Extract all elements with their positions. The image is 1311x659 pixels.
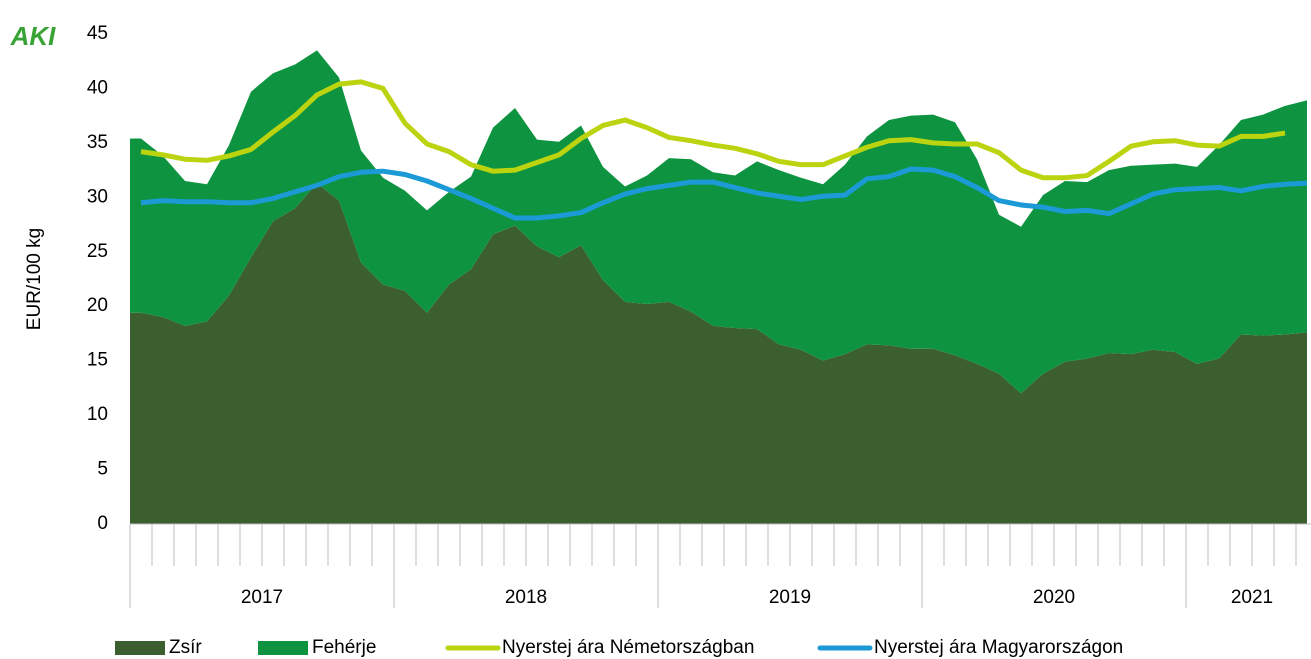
x-group-label: 2020 bbox=[1033, 587, 1075, 608]
y-tick-label: 35 bbox=[87, 132, 108, 153]
x-group-label: 2021 bbox=[1231, 587, 1273, 608]
y-tick-label: 5 bbox=[97, 459, 108, 480]
y-tick-label: 15 bbox=[87, 350, 108, 371]
y-tick-label: 25 bbox=[87, 241, 108, 262]
y-tick-label: 20 bbox=[87, 295, 108, 316]
legend-swatch bbox=[115, 641, 165, 655]
y-axis-label: EUR/100 kg bbox=[24, 228, 45, 330]
logo: AKI bbox=[10, 21, 57, 51]
area bbox=[141, 183, 1307, 524]
y-tick-label: 30 bbox=[87, 186, 108, 207]
line bbox=[140, 79, 1286, 181]
x-group-label: 2019 bbox=[769, 587, 811, 608]
y-tick-label: 45 bbox=[87, 23, 108, 44]
area bbox=[141, 50, 1307, 394]
area-edge bbox=[130, 312, 141, 524]
x-group-label: 2017 bbox=[241, 587, 283, 608]
legend-label: Fehérje bbox=[312, 637, 376, 658]
line bbox=[140, 166, 1308, 221]
legend-swatch bbox=[258, 641, 308, 655]
legend-label: Zsír bbox=[169, 637, 202, 658]
y-tick-label: 10 bbox=[87, 404, 108, 425]
x-group-label: 2018 bbox=[505, 587, 547, 608]
y-tick-label: 40 bbox=[87, 77, 108, 98]
y-tick-label: 0 bbox=[97, 513, 108, 534]
legend-label: Nyerstej ára Magyarországon bbox=[874, 637, 1123, 658]
area-edge bbox=[130, 138, 141, 313]
legend-label: Nyerstej ára Németországban bbox=[502, 637, 754, 658]
plot-area bbox=[130, 50, 1308, 524]
